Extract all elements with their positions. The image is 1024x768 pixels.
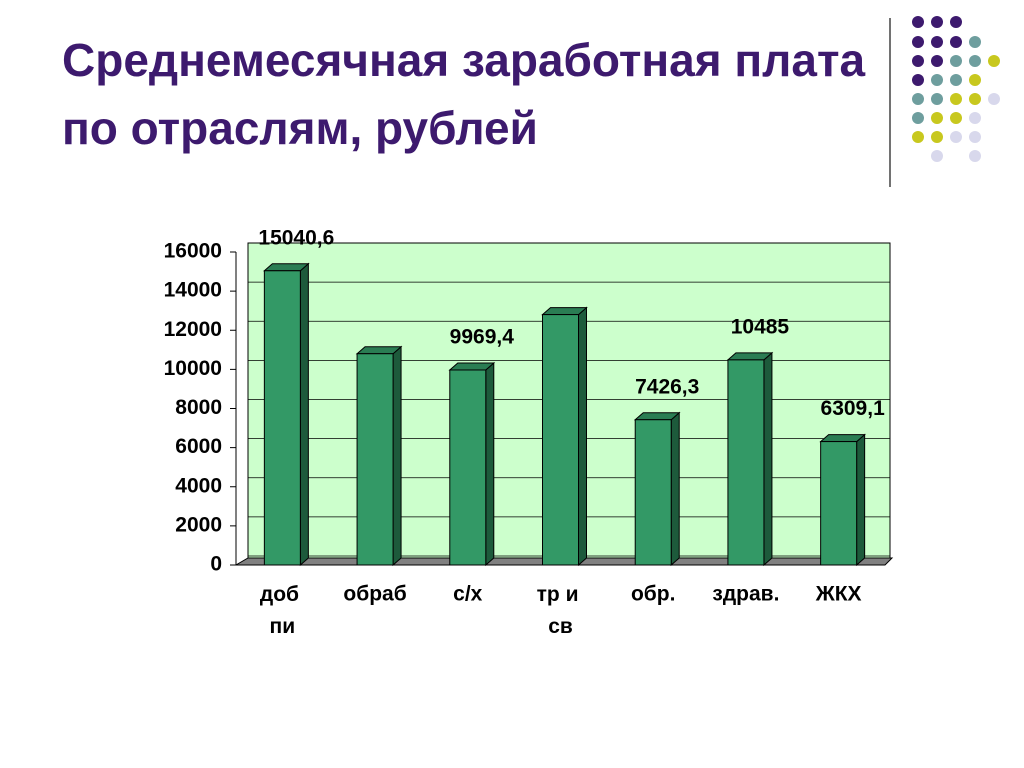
y-tick-label: 6000 — [175, 435, 222, 458]
bar — [355, 345, 403, 567]
y-tick-label: 2000 — [175, 513, 222, 536]
bar — [726, 351, 774, 567]
bar-top — [633, 412, 681, 421]
bar-top — [819, 434, 866, 443]
value-label: 6309,1 — [821, 397, 886, 420]
bar-front — [820, 441, 858, 566]
y-tick-label: 0 — [210, 553, 222, 576]
bar-side — [763, 351, 773, 567]
bar — [263, 262, 310, 567]
x-tick-label: доб пи — [260, 583, 305, 638]
bar-front — [356, 353, 394, 566]
value-label: 10485 — [731, 315, 790, 338]
x-tick-label: с/х — [453, 583, 483, 606]
bar — [541, 306, 588, 567]
bar-side — [485, 361, 495, 567]
slide-title: Среднемесячная заработная плата по отрас… — [62, 34, 866, 154]
bar-side — [670, 411, 680, 567]
bar — [448, 361, 496, 567]
x-tick-label: обр. — [631, 583, 675, 606]
bar-top — [541, 307, 588, 316]
value-label: 9969,4 — [450, 326, 515, 349]
bar-front — [542, 314, 579, 566]
y-tick-label: 10000 — [164, 357, 222, 380]
value-label: 7426,3 — [635, 375, 699, 398]
bar-top — [726, 352, 774, 361]
bar-top — [448, 362, 496, 371]
y-tick-label: 4000 — [175, 474, 222, 497]
label-line: св — [548, 615, 573, 638]
y-tick-label: 12000 — [164, 318, 222, 341]
value-label: 15040,6 — [258, 226, 334, 249]
label-line: пи — [270, 615, 296, 638]
bar-front — [727, 359, 765, 566]
x-tick-label: ЖКХ — [815, 583, 862, 606]
bar-front — [449, 369, 487, 566]
x-tick-label: обраб — [343, 583, 406, 606]
bar-top — [355, 346, 403, 355]
bar-front — [263, 270, 301, 566]
decor-dots — [912, 16, 1000, 162]
bar-side — [299, 262, 309, 567]
y-tick-label: 16000 — [164, 240, 222, 263]
bar-front — [634, 419, 672, 566]
x-tick-label: тр и св — [537, 583, 585, 638]
label-line: доб — [260, 583, 305, 606]
label-line: тр и — [537, 583, 585, 606]
bar-side — [578, 306, 587, 567]
y-tick-label: 8000 — [175, 396, 222, 419]
bar — [633, 411, 681, 567]
y-tick-label: 14000 — [164, 279, 222, 302]
bar — [819, 433, 866, 567]
bar-side — [856, 433, 866, 567]
bar-top — [263, 263, 310, 272]
x-tick-label: здрав. — [712, 583, 779, 606]
bar-side — [392, 345, 402, 567]
